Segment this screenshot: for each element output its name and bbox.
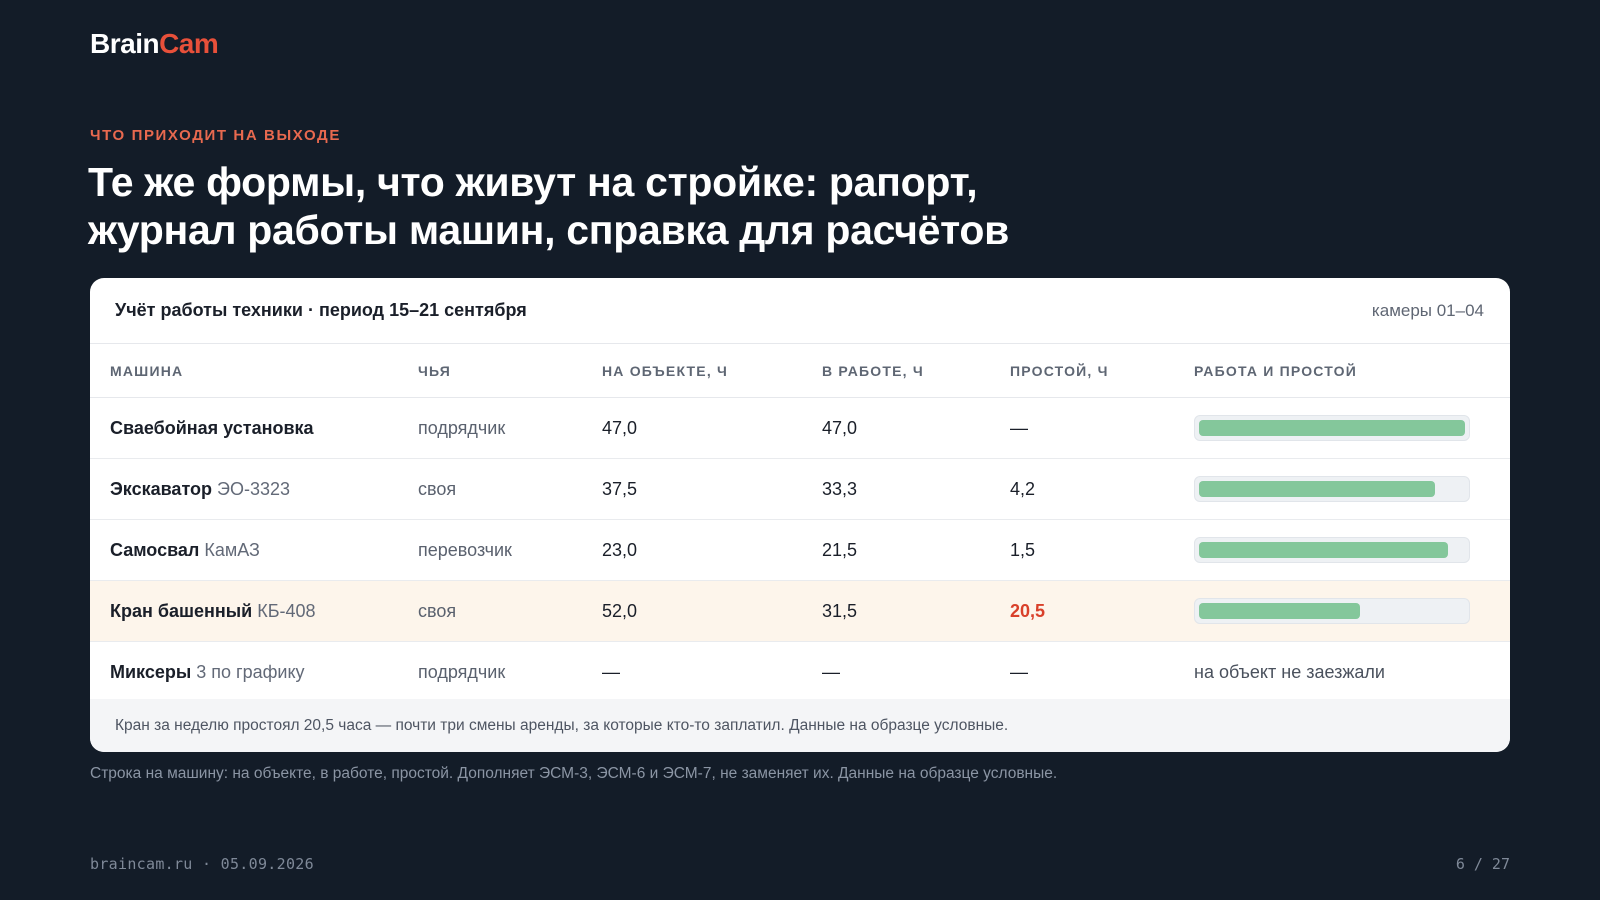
machine-cell: Экскаватор ЭО-3323 (90, 479, 418, 500)
machine-model: КБ-408 (257, 600, 316, 621)
brand-logo-part2: Cam (159, 28, 219, 59)
brand-logo: BrainCam (90, 28, 219, 60)
bar-cell (1194, 598, 1494, 624)
machine-model: 3 по графику (196, 661, 305, 682)
card-header: Учёт работы техники · период 15–21 сентя… (90, 278, 1510, 344)
work-bar-fill (1199, 603, 1361, 619)
work-idle-bar (1194, 415, 1470, 441)
table-row: Миксеры 3 по графику подрядчик — — — на … (90, 642, 1510, 702)
machine-name: Миксеры (110, 661, 192, 682)
machine-name: Кран башенный (110, 600, 253, 621)
idle-cell: — (1010, 661, 1028, 682)
working-cell: 47,0 (822, 417, 858, 438)
card-title: Учёт работы техники · период 15–21 сентя… (115, 300, 527, 320)
column-header-owner: ЧЬЯ (418, 362, 452, 379)
work-idle-bar (1194, 537, 1470, 563)
card-meta: камеры 01–04 (1371, 300, 1484, 320)
table-row-highlighted: Кран башенный КБ-408 своя 52,0 31,5 20,5 (90, 581, 1510, 642)
column-header-on-site: НА ОБЪЕКТЕ, Ч (602, 362, 729, 379)
column-header-machine: МАШИНА (110, 362, 184, 379)
machine-name: Сваебойная установка (110, 417, 314, 438)
idle-cell-alert: 20,5 (1010, 600, 1046, 621)
table-header: МАШИНА ЧЬЯ НА ОБЪЕКТЕ, Ч В РАБОТЕ, Ч ПРО… (90, 344, 1510, 398)
table-row: Самосвал КамАЗ перевозчик 23,0 21,5 1,5 (90, 520, 1510, 581)
brand-logo-part1: Brain (90, 28, 160, 59)
work-bar-fill (1199, 481, 1436, 497)
machine-cell: Сваебойная установка (90, 418, 418, 439)
column-header-idle: ПРОСТОЙ, Ч (1010, 362, 1109, 379)
machine-name: Экскаватор (110, 478, 213, 499)
work-bar-fill (1199, 420, 1465, 436)
bar-cell (1194, 537, 1494, 563)
machine-cell: Кран башенный КБ-408 (90, 601, 418, 622)
page-number: 6 / 27 (1455, 855, 1510, 873)
bar-cell (1194, 476, 1494, 502)
on-site-cell: 52,0 (602, 600, 638, 621)
owner-cell: своя (418, 600, 457, 621)
work-idle-bar (1194, 598, 1470, 624)
headline-line-2: журнал работы машин, справка для расчёто… (88, 207, 1009, 253)
owner-cell: подрядчик (418, 417, 506, 438)
status-note: на объект не заезжали (1194, 661, 1385, 682)
table-row: Сваебойная установка подрядчик 47,0 47,0… (90, 398, 1510, 459)
machine-cell: Самосвал КамАЗ (90, 540, 418, 561)
work-idle-bar (1194, 476, 1470, 502)
machine-name: Самосвал (110, 539, 200, 560)
page-headline: Те же формы, что живут на стройке: рапор… (88, 158, 1188, 254)
idle-cell: — (1010, 417, 1028, 438)
owner-cell: подрядчик (418, 661, 506, 682)
idle-cell: 4,2 (1010, 478, 1036, 499)
footer-site-date: braincam.ru · 05.09.2026 (90, 855, 314, 873)
equipment-report-card: Учёт работы техники · период 15–21 сентя… (90, 278, 1510, 752)
on-site-cell: 37,5 (602, 478, 638, 499)
bar-cell (1194, 415, 1494, 441)
column-header-work-idle-bar: РАБОТА И ПРОСТОЙ (1194, 362, 1358, 379)
card-footnote: Кран за неделю простоял 20,5 часа — почт… (90, 699, 1510, 752)
slide-caption: Строка на машину: на объекте, в работе, … (90, 765, 1058, 782)
owner-cell: перевозчик (418, 539, 512, 560)
on-site-cell: — (602, 661, 620, 682)
column-header-working: В РАБОТЕ, Ч (822, 362, 924, 379)
headline-line-1: Те же формы, что живут на стройке: рапор… (88, 159, 978, 205)
working-cell: — (822, 661, 840, 682)
working-cell: 21,5 (822, 539, 858, 560)
table-row: Экскаватор ЭО-3323 своя 37,5 33,3 4,2 (90, 459, 1510, 520)
machine-model: КамАЗ (204, 539, 260, 560)
work-bar-fill (1199, 542, 1448, 558)
idle-cell: 1,5 (1010, 539, 1036, 560)
machine-model: ЭО-3323 (217, 478, 291, 499)
working-cell: 33,3 (822, 478, 858, 499)
working-cell: 31,5 (822, 600, 858, 621)
section-eyebrow: ЧТО ПРИХОДИТ НА ВЫХОДЕ (90, 127, 341, 144)
owner-cell: своя (418, 478, 457, 499)
on-site-cell: 23,0 (602, 539, 638, 560)
machine-cell: Миксеры 3 по графику (90, 662, 418, 683)
on-site-cell: 47,0 (602, 417, 638, 438)
